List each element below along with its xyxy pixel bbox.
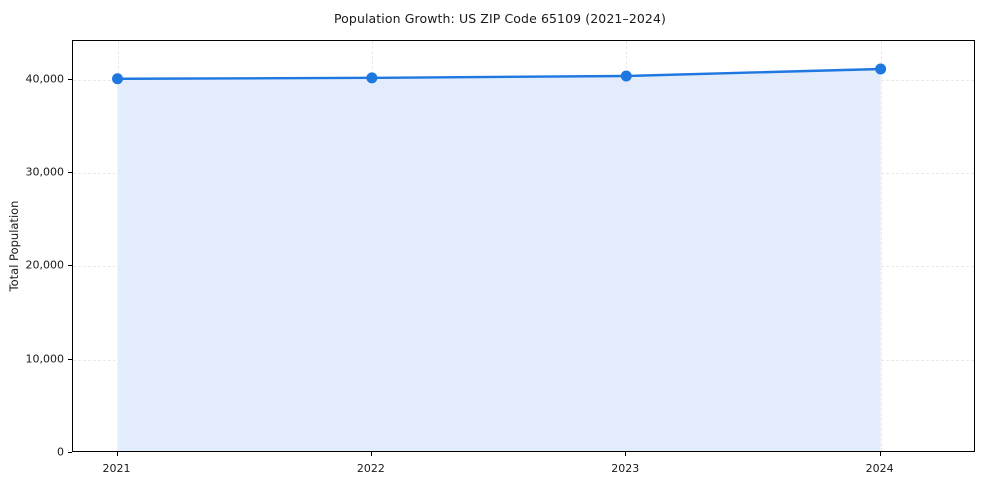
- y-axis-tick-label: 20,000: [25, 258, 65, 272]
- x-axis-tick-label: 2024: [865, 462, 894, 475]
- x-axis-tick-mark: [116, 452, 118, 456]
- data-point-marker: [112, 73, 124, 85]
- x-axis-tick-mark: [625, 452, 627, 456]
- line-population: [116, 67, 882, 80]
- x-axis-tick-label: 2023: [611, 462, 640, 475]
- data-point-marker: [620, 70, 632, 82]
- x-axis-tick-mark: [370, 452, 372, 456]
- y-axis-tick-label: 10,000: [25, 352, 65, 366]
- y-axis-tick-mark: [68, 265, 72, 267]
- y-axis-label: Total Population: [7, 200, 21, 292]
- data-point-marker: [366, 72, 378, 84]
- gridline-vertical: [880, 41, 882, 451]
- data-point-marker: [875, 63, 887, 75]
- y-axis-tick-label: 30,000: [25, 165, 65, 179]
- x-axis-tick-label: 2021: [102, 462, 131, 475]
- x-axis-tick-mark: [879, 452, 881, 456]
- y-axis-tick-mark: [68, 358, 72, 360]
- y-axis-tick-mark: [68, 172, 72, 174]
- plot-inner: [73, 41, 974, 451]
- area-fill-population: [117, 68, 881, 451]
- series-line-population: [112, 63, 887, 451]
- y-axis-tick-mark: [68, 78, 72, 80]
- y-axis-tick-mark: [68, 452, 72, 453]
- chart-title: Population Growth: US ZIP Code 65109 (20…: [333, 11, 667, 26]
- plot-area: [72, 40, 975, 452]
- x-axis-tick-label: 2022: [356, 462, 385, 475]
- y-axis-tick-label: 40,000: [25, 72, 65, 86]
- y-axis-tick-label: 0: [57, 445, 64, 459]
